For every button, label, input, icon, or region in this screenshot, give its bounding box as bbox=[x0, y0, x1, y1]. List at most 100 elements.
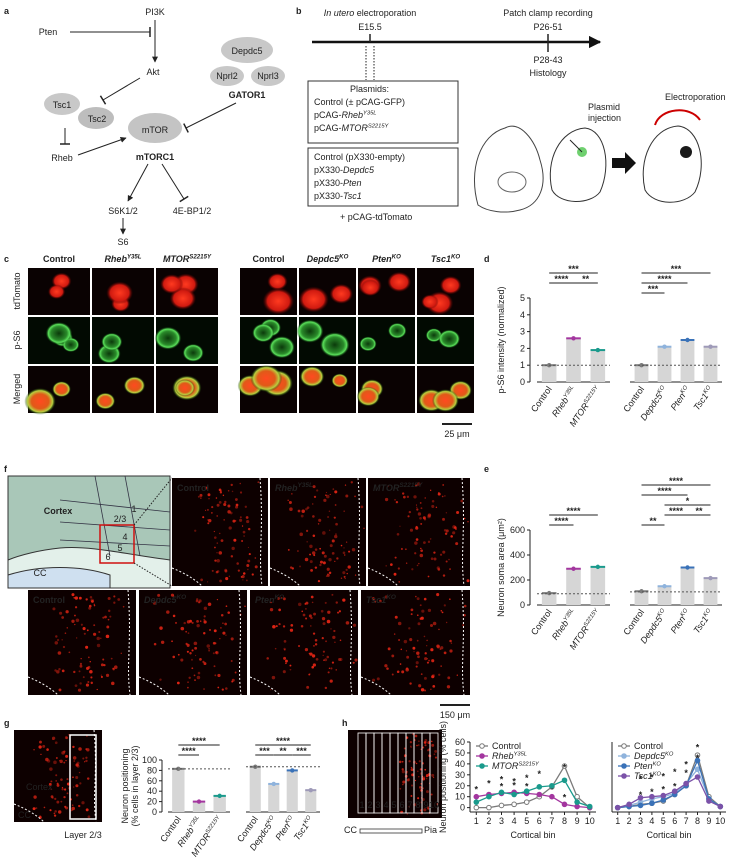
column-label: Depdc5KO bbox=[307, 253, 349, 264]
significance-mark: * bbox=[639, 774, 643, 784]
text-part: KO bbox=[303, 814, 313, 825]
labeled-cell bbox=[319, 547, 321, 550]
labeled-cell bbox=[176, 681, 180, 685]
labeled-cell bbox=[428, 754, 431, 758]
labeled-cell bbox=[86, 748, 90, 752]
labeled-cell bbox=[423, 541, 426, 545]
inhibition-bar bbox=[179, 195, 189, 203]
tissue-edge bbox=[349, 589, 353, 696]
labeled-cell bbox=[430, 740, 433, 743]
labeled-cell bbox=[247, 527, 251, 531]
text-part: Rheb bbox=[342, 110, 364, 120]
labeled-cell bbox=[312, 663, 317, 667]
labeled-cell bbox=[76, 761, 80, 765]
box-title: Plasmids: bbox=[350, 84, 389, 94]
labeled-cell bbox=[403, 495, 406, 499]
labeled-cell bbox=[199, 493, 203, 497]
labeled-cell bbox=[446, 685, 451, 689]
significance-label: ** bbox=[649, 516, 657, 526]
text-part: Pten bbox=[634, 761, 653, 771]
labeled-cell bbox=[417, 622, 421, 626]
labeled-cell bbox=[269, 607, 274, 612]
labeled-cell bbox=[325, 640, 327, 643]
cell bbox=[154, 326, 182, 350]
labeled-cell bbox=[204, 509, 207, 511]
labeled-cell bbox=[50, 788, 52, 790]
labeled-cell bbox=[96, 643, 101, 648]
labeled-cell bbox=[400, 648, 403, 651]
labeled-cell bbox=[122, 605, 125, 608]
series-line bbox=[617, 776, 721, 809]
significance-mark: * bbox=[538, 769, 542, 779]
plasmid-label: Control (± pCAG-GFP) bbox=[314, 97, 405, 107]
labeled-cell bbox=[460, 499, 464, 503]
labeled-cell bbox=[50, 780, 53, 783]
labeled-cell bbox=[326, 573, 330, 577]
labeled-cell bbox=[206, 581, 209, 583]
cell bbox=[268, 336, 295, 359]
labeled-cell bbox=[187, 632, 190, 634]
labeled-cell bbox=[239, 491, 243, 494]
labeled-cell bbox=[399, 663, 402, 665]
text-part: KO bbox=[703, 384, 713, 395]
labeled-cell bbox=[419, 553, 424, 558]
labeled-cell bbox=[312, 515, 315, 518]
significance-label: **** bbox=[657, 274, 672, 284]
labeled-cell bbox=[398, 760, 402, 764]
text-part: MTOR bbox=[163, 254, 190, 264]
labeled-cell bbox=[406, 495, 410, 499]
labeled-cell bbox=[203, 620, 207, 624]
labeled-cell bbox=[344, 577, 346, 580]
text-part: S2215Y bbox=[205, 814, 222, 835]
labeled-cell bbox=[105, 634, 110, 639]
labeled-cell bbox=[234, 498, 238, 501]
bar-color-dot bbox=[290, 768, 295, 773]
labeled-cell bbox=[242, 572, 246, 575]
labeled-cell bbox=[230, 483, 233, 487]
labeled-cell bbox=[251, 573, 254, 576]
y-tick-label: 4 bbox=[520, 310, 525, 320]
labeled-cell bbox=[282, 597, 286, 601]
labeled-cell bbox=[227, 504, 231, 508]
labeled-cell bbox=[93, 624, 96, 627]
labeled-cell bbox=[73, 760, 76, 762]
labeled-cell bbox=[325, 491, 328, 494]
point bbox=[649, 800, 655, 807]
labeled-cell bbox=[321, 617, 326, 621]
labeled-cell bbox=[172, 655, 176, 659]
labeled-cell bbox=[432, 776, 435, 779]
significance-mark: * bbox=[696, 753, 700, 763]
legend-label: Depdc5KO bbox=[634, 751, 674, 761]
y-tick-label: 0 bbox=[520, 600, 525, 610]
labeled-cell bbox=[418, 760, 421, 763]
labeled-cell bbox=[211, 505, 214, 509]
image-label: Control bbox=[177, 483, 209, 493]
x-axis-label: Cortical bin bbox=[646, 830, 691, 840]
text-part: Y35L bbox=[363, 111, 376, 117]
node-label: 4E-BP1/2 bbox=[173, 206, 212, 216]
labeled-cell bbox=[74, 623, 76, 626]
labeled-cell bbox=[316, 489, 319, 492]
labeled-cell bbox=[202, 516, 205, 519]
labeled-cell bbox=[417, 770, 419, 773]
labeled-cell bbox=[456, 510, 460, 514]
text-part: KO bbox=[657, 384, 667, 395]
labeled-cell bbox=[82, 676, 85, 679]
labeled-cell bbox=[194, 646, 198, 650]
labeled-cell bbox=[235, 505, 239, 509]
significance-mark: * bbox=[684, 760, 688, 770]
significance-label: *** bbox=[296, 746, 307, 756]
labeled-cell bbox=[79, 682, 82, 685]
labeled-cell bbox=[111, 681, 115, 686]
legend-label: Control bbox=[634, 741, 663, 751]
labeled-cell bbox=[159, 678, 162, 681]
bar bbox=[305, 790, 317, 812]
y-tick-label: 2 bbox=[520, 343, 525, 353]
labeled-cell bbox=[410, 613, 413, 616]
labeled-cell bbox=[217, 686, 220, 689]
y-tick-label: 0 bbox=[152, 807, 157, 817]
labeled-cell bbox=[450, 642, 453, 644]
labeled-cell bbox=[93, 632, 97, 636]
labeled-cell bbox=[421, 777, 426, 781]
image-label: Cortex bbox=[26, 782, 53, 792]
